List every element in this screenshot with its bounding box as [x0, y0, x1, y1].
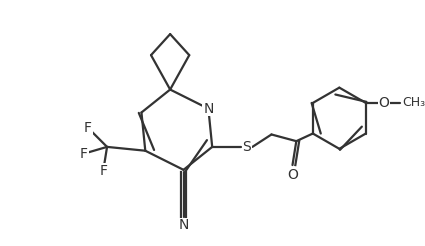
- Text: O: O: [287, 168, 298, 182]
- Text: F: F: [84, 121, 92, 135]
- Text: N: N: [178, 218, 189, 232]
- Text: O: O: [379, 96, 389, 110]
- Text: F: F: [80, 147, 88, 161]
- Text: F: F: [99, 164, 107, 178]
- Text: CH₃: CH₃: [402, 96, 425, 109]
- Text: N: N: [203, 102, 214, 116]
- Text: S: S: [242, 140, 251, 154]
